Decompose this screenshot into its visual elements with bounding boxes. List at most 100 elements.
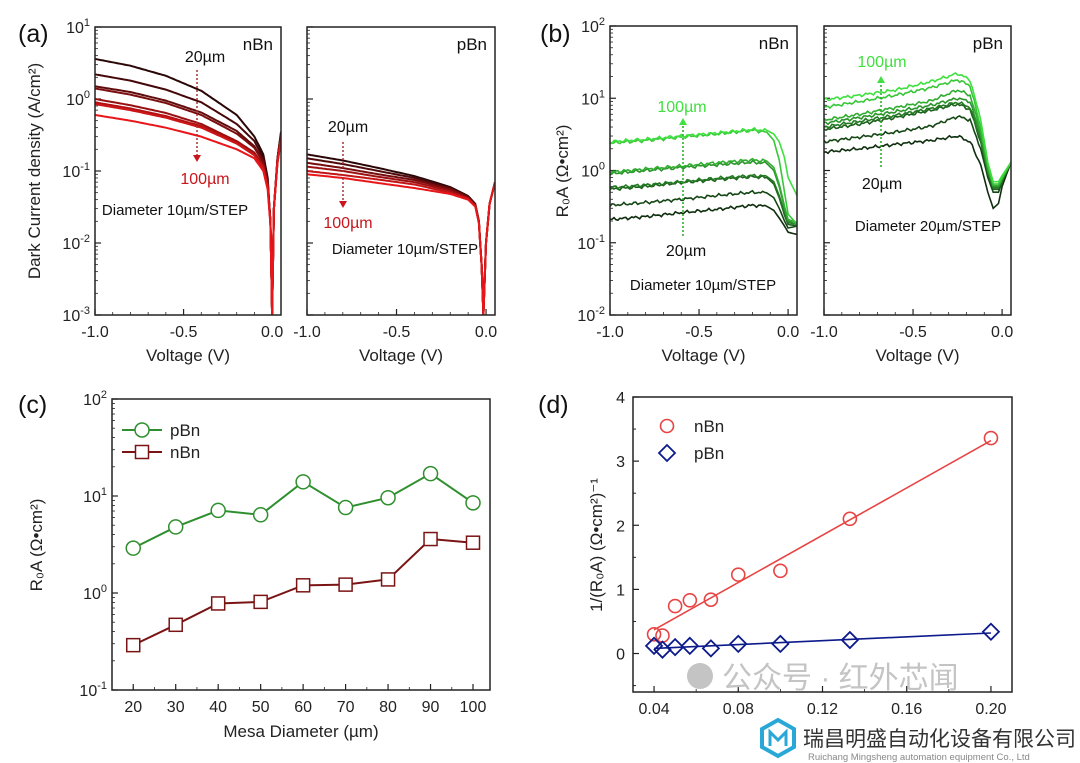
y-tick-label: 102 [581, 16, 605, 36]
x-tick-label: -0.5 [899, 324, 927, 341]
y-tick-label: 3 [616, 454, 625, 471]
panel-d: (d) 0 1 2 3 4 0.04 0.08 0.12 0.16 0.20 nBn pBn [538, 390, 1013, 718]
series-line [610, 128, 797, 225]
x-tick-label: 0.0 [475, 324, 497, 341]
x-tick-label: -0.5 [383, 324, 411, 341]
legend-marker [657, 443, 677, 463]
data-point [167, 519, 184, 535]
data-point [210, 596, 226, 611]
plot-frame [632, 396, 1013, 693]
y-tick-label: 100 [581, 161, 605, 181]
arrow-head-icon [193, 155, 201, 162]
data-point [337, 499, 354, 516]
x-tick-label: -0.5 [685, 324, 713, 341]
panel-letter: (d) [538, 391, 569, 419]
plot-frame [823, 25, 1012, 316]
subplot-pbn: -1.0 -0.5 0.0 Voltage (V) pBn 100µm 20µm Diamet… [810, 25, 1013, 365]
y-tick-label: 1 [616, 582, 625, 599]
series-line [824, 134, 1011, 210]
y-tick-label: 102 [83, 389, 107, 409]
data-point [729, 634, 748, 654]
series-line [95, 57, 281, 315]
data-point [252, 507, 269, 523]
series-line [824, 97, 1011, 188]
legend-marker [134, 444, 150, 460]
legend-label: nBn [694, 417, 724, 436]
x-tick-label: 50 [252, 699, 270, 716]
y-tick-label: 10-3 [62, 305, 90, 325]
legend-label: pBn [694, 444, 724, 463]
data-point [983, 430, 999, 446]
data-point [773, 563, 788, 579]
y-tick-label: 0 [616, 647, 625, 664]
data-point [680, 636, 700, 656]
y-tick-label: 101 [66, 17, 90, 37]
plot-frame [111, 398, 491, 691]
series-nbn: nBn [646, 417, 999, 643]
fit-line [654, 632, 991, 650]
arrow-head-icon [877, 76, 885, 83]
data-point [730, 567, 746, 582]
y-tick-label: 101 [581, 88, 605, 108]
series-line [824, 114, 1011, 193]
plot-frame [94, 26, 282, 316]
x-tick-label: 20 [124, 699, 142, 716]
x-tick-label: 0.0 [991, 324, 1013, 341]
annotation-step: Diameter 10µm/STEP [102, 202, 248, 219]
data-point [667, 598, 683, 614]
x-tick-label: 30 [167, 699, 185, 716]
y-axis-label: R₀A (Ω•cm²) [27, 499, 46, 592]
series-pbn: pBn [122, 421, 481, 556]
y-tick-label: 10-1 [62, 161, 90, 181]
annotation-to: 100µm [180, 171, 229, 188]
x-tick-label: -0.5 [170, 324, 198, 341]
company-name-cn: 瑞昌明盛自动化设备有限公司 [803, 728, 1076, 751]
panel-letter: (c) [18, 391, 47, 419]
arrow-head-icon [339, 201, 347, 208]
subplot-tag: pBn [457, 35, 487, 54]
plot-frame [609, 25, 798, 316]
company-logo-icon [760, 717, 796, 759]
subplot-tag: pBn [973, 34, 1003, 53]
watermark-text: 公众号 · 红外芯闻 [722, 662, 959, 695]
x-tick-label: 0.12 [807, 701, 838, 718]
series-line [95, 87, 281, 315]
annotation-to: 100µm [323, 215, 372, 232]
legend-marker [659, 418, 675, 434]
annotation-step: Diameter 20µm/STEP [855, 218, 1001, 235]
data-point [295, 578, 311, 593]
x-tick-label: 0.0 [261, 324, 283, 341]
x-tick-label: -1.0 [810, 324, 838, 341]
annotation-from: 20µm [666, 243, 706, 260]
plot-area [95, 27, 281, 315]
data-point [682, 592, 698, 608]
subplot-tag: nBn [759, 34, 789, 53]
y-axis-label: 1/(R₀A) (Ω•cm²)⁻¹ [587, 478, 606, 612]
data-point [253, 594, 268, 610]
data-point [338, 577, 353, 592]
x-tick-label: 0.04 [638, 701, 669, 718]
series-line [95, 103, 281, 315]
y-tick-label: 101 [83, 486, 107, 506]
data-point [771, 634, 790, 654]
data-point [646, 626, 662, 642]
annotation-to: 100µm [857, 54, 906, 71]
data-point [644, 636, 664, 656]
subplot-pbn: -1.0 -0.5 0.0 Voltage (V) pBn 20µm 100µm Diamet… [293, 26, 497, 365]
data-point [423, 531, 438, 547]
x-tick-label: 80 [379, 699, 397, 716]
series-line [95, 114, 281, 315]
wechat-icon [687, 663, 713, 689]
y-tick-label: 10-2 [577, 305, 605, 325]
series-line [95, 98, 281, 315]
x-axis-label: Mesa Diameter (µm) [223, 722, 378, 741]
data-point [842, 511, 858, 527]
legend-marker [134, 422, 150, 438]
series-line [824, 72, 1011, 183]
series-pbn: pBn [644, 443, 1001, 659]
panel-c: (c) 102 101 100 10-1 20 30 40 50 60 70 80 90 100 Mesa … [18, 389, 491, 741]
series-line [824, 79, 1011, 185]
data-point [210, 502, 226, 519]
